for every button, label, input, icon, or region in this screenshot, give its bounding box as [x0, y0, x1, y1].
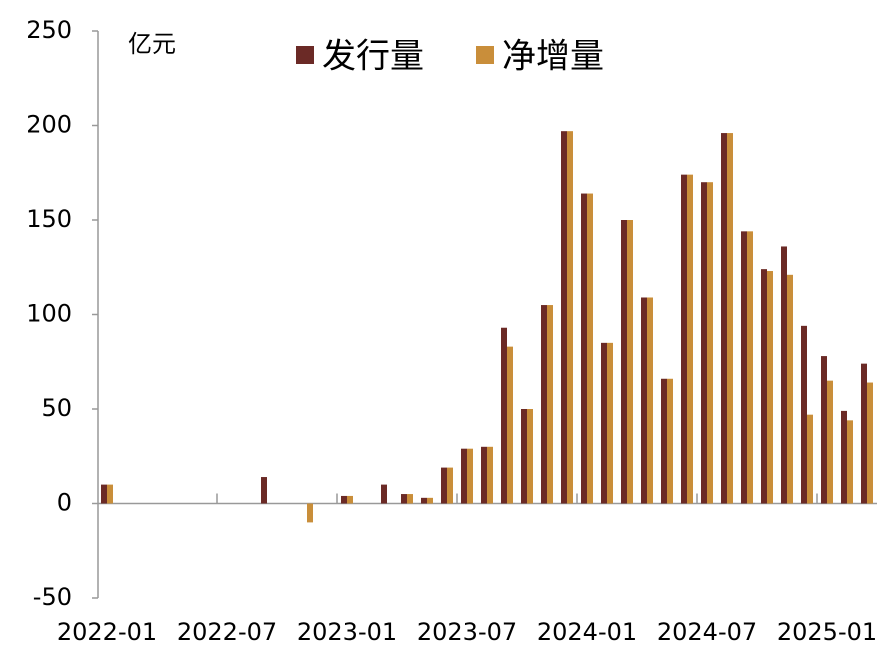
bar [787, 274, 793, 504]
legend-label: 发行量 [322, 37, 424, 77]
bar [501, 327, 507, 504]
y-tick-label: 0 [57, 489, 72, 517]
bar [721, 133, 727, 504]
bar [647, 297, 653, 504]
bar [407, 494, 413, 504]
bar [461, 448, 467, 504]
x-tick-label: 2022-07 [177, 618, 277, 646]
bar [847, 420, 853, 504]
unit-label: 亿元 [128, 30, 176, 58]
bar [107, 484, 113, 504]
bar [781, 246, 787, 504]
bar [581, 193, 587, 504]
y-tick-label: 250 [26, 16, 72, 44]
x-tick-label: 2023-07 [417, 618, 517, 646]
bar [261, 477, 267, 504]
bar [481, 446, 487, 504]
bar [707, 182, 713, 504]
bar [747, 231, 753, 504]
bar [601, 342, 607, 504]
bar [547, 305, 553, 504]
bar [561, 131, 567, 504]
bar [427, 497, 433, 504]
x-tick-label: 2025-01 [777, 618, 877, 646]
legend-label: 净增量 [502, 37, 604, 77]
x-tick-label: 2023-01 [297, 618, 397, 646]
bar [621, 220, 627, 504]
bar [861, 363, 867, 504]
bar [727, 133, 733, 504]
bar [467, 448, 473, 504]
bar [347, 495, 353, 504]
y-tick-label: 50 [41, 394, 72, 422]
bar [401, 494, 407, 504]
bar [801, 325, 807, 504]
bar [441, 467, 447, 504]
bar [807, 414, 813, 504]
bar [761, 269, 767, 504]
bar [827, 380, 833, 504]
bar [701, 182, 707, 504]
bar [667, 378, 673, 504]
bar [867, 382, 873, 504]
bar [521, 409, 527, 504]
bar [421, 497, 427, 504]
bar [527, 409, 533, 504]
bar [541, 305, 547, 504]
bar [767, 271, 773, 504]
legend-swatch [296, 46, 314, 64]
y-tick-label: -50 [33, 583, 72, 611]
bar [641, 297, 647, 504]
bar [507, 346, 513, 504]
legend-swatch [476, 46, 494, 64]
bar [101, 484, 107, 504]
y-tick-label: 100 [26, 300, 72, 328]
bar [447, 467, 453, 504]
bar [587, 193, 593, 504]
y-tick-label: 150 [26, 205, 72, 233]
x-tick-label: 2024-01 [537, 618, 637, 646]
bar [681, 174, 687, 504]
bar [741, 231, 747, 504]
bar [627, 220, 633, 504]
bar [821, 356, 827, 504]
bar [567, 131, 573, 504]
bar [381, 484, 387, 504]
bar [661, 378, 667, 504]
bar [687, 174, 693, 504]
bar [487, 446, 493, 504]
bar [307, 503, 313, 523]
bar [607, 342, 613, 504]
bar [841, 410, 847, 504]
y-tick-label: 200 [26, 111, 72, 139]
bar [341, 495, 347, 504]
x-tick-label: 2024-07 [657, 618, 757, 646]
x-tick-label: 2022-01 [57, 618, 157, 646]
